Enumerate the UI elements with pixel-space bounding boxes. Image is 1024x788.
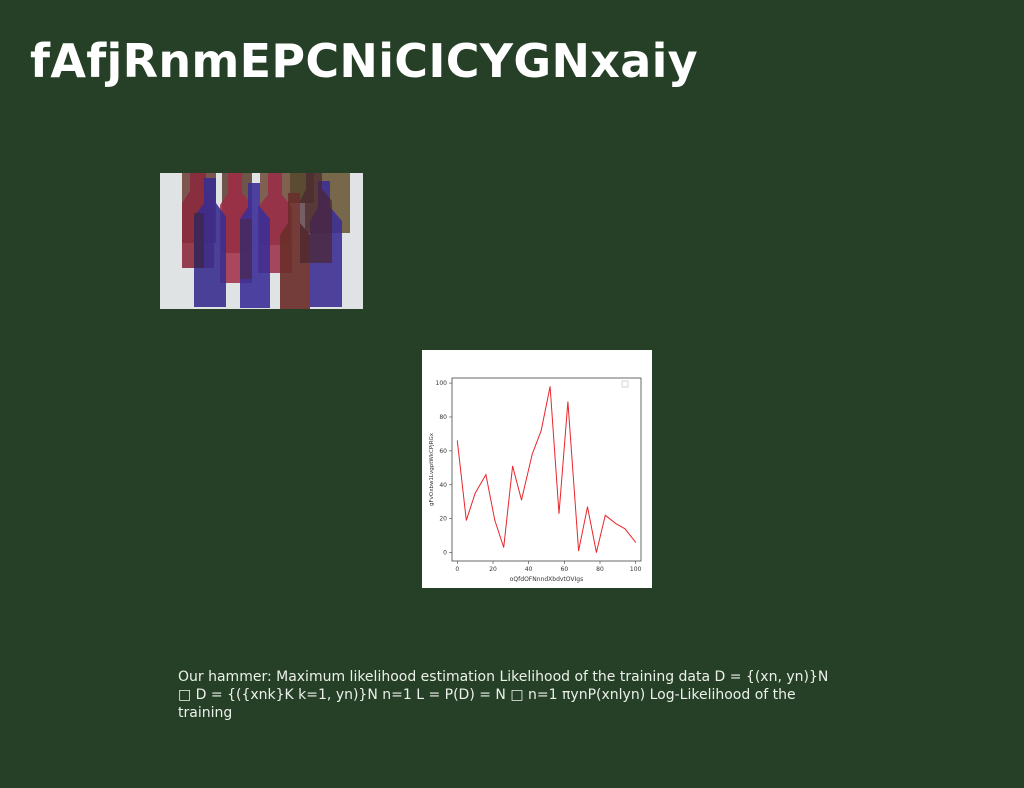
series-line <box>456 386 637 553</box>
data-point <box>465 519 467 521</box>
y-tick-label: 80 <box>439 414 447 421</box>
data-point <box>587 506 588 508</box>
data-point <box>604 514 606 516</box>
y-tick-label: 60 <box>439 448 447 455</box>
y-tick-label: 0 <box>443 550 447 557</box>
data-point <box>531 453 533 455</box>
data-point <box>635 541 637 543</box>
slide-title: fAfjRnmEPCNiCICYGNxaiy <box>30 34 698 88</box>
y-axis-label: gFvOxbw1LvgptWkCPjRGx <box>429 432 435 506</box>
x-tick-label: 40 <box>525 566 533 573</box>
data-point <box>624 528 626 530</box>
x-tick-label: 60 <box>561 566 569 573</box>
data-point <box>485 474 487 475</box>
data-point <box>549 386 551 387</box>
data-point <box>578 550 579 552</box>
y-tick-label: 40 <box>439 482 447 489</box>
data-point <box>494 519 496 521</box>
data-point <box>474 492 476 494</box>
plot-frame <box>451 377 642 562</box>
data-point <box>567 401 569 403</box>
data-point <box>596 552 597 553</box>
data-point <box>615 523 617 525</box>
x-tick-label: 100 <box>630 566 642 573</box>
data-point <box>512 465 514 467</box>
y-tick-label: 100 <box>436 380 448 387</box>
data-point <box>558 513 560 514</box>
y-tick-label: 20 <box>439 516 447 523</box>
x-axis-label: oQfdOFNnndXbdvtOVIgs <box>510 576 583 583</box>
legend-box <box>621 380 629 388</box>
wine-bottles-image <box>160 173 363 309</box>
data-point <box>503 547 505 548</box>
data-point <box>540 430 542 431</box>
line-chart: 0 20 40 60 80 100 0 20 40 60 80 100 oQfdOFNnndXbdv… <box>422 350 652 588</box>
body-text: Our hammer: Maximum likelihood estimatio… <box>178 669 829 721</box>
x-tick-label: 20 <box>489 566 497 573</box>
data-point <box>521 499 522 501</box>
line-chart-svg: 0 20 40 60 80 100 0 20 40 60 80 100 oQfdOFNnndXbdv… <box>429 377 642 583</box>
data-point <box>456 440 458 442</box>
x-tick-label: 0 <box>455 566 459 573</box>
x-tick-label: 80 <box>596 566 604 573</box>
